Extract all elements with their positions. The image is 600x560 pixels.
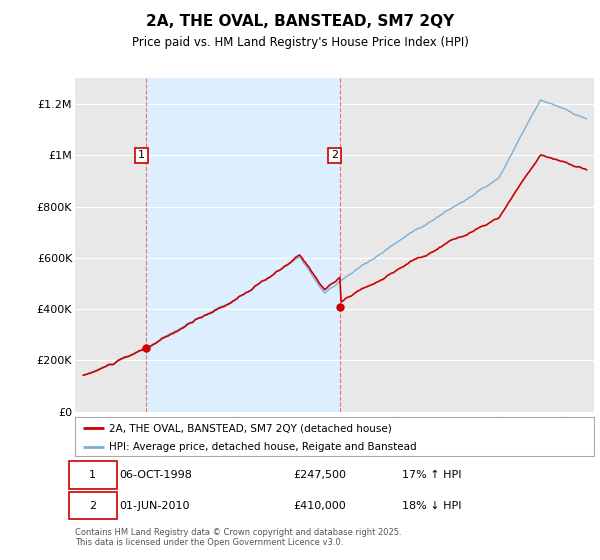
Text: 01-JUN-2010: 01-JUN-2010 — [119, 501, 190, 511]
Text: 2: 2 — [89, 501, 96, 511]
Text: 2: 2 — [331, 150, 338, 160]
Text: 1: 1 — [89, 470, 96, 480]
Text: HPI: Average price, detached house, Reigate and Banstead: HPI: Average price, detached house, Reig… — [109, 442, 416, 451]
Text: Contains HM Land Registry data © Crown copyright and database right 2025.
This d: Contains HM Land Registry data © Crown c… — [75, 528, 401, 547]
FancyBboxPatch shape — [69, 492, 116, 520]
Text: 2A, THE OVAL, BANSTEAD, SM7 2QY: 2A, THE OVAL, BANSTEAD, SM7 2QY — [146, 14, 454, 29]
Text: 1: 1 — [138, 150, 145, 160]
Text: Price paid vs. HM Land Registry's House Price Index (HPI): Price paid vs. HM Land Registry's House … — [131, 36, 469, 49]
Text: 17% ↑ HPI: 17% ↑ HPI — [402, 470, 461, 480]
FancyBboxPatch shape — [69, 461, 116, 488]
Bar — [146, 78, 340, 412]
Text: £247,500: £247,500 — [293, 470, 346, 480]
Text: 06-OCT-1998: 06-OCT-1998 — [119, 470, 192, 480]
Text: 2A, THE OVAL, BANSTEAD, SM7 2QY (detached house): 2A, THE OVAL, BANSTEAD, SM7 2QY (detache… — [109, 423, 391, 433]
Text: £410,000: £410,000 — [293, 501, 346, 511]
Text: 18% ↓ HPI: 18% ↓ HPI — [402, 501, 461, 511]
